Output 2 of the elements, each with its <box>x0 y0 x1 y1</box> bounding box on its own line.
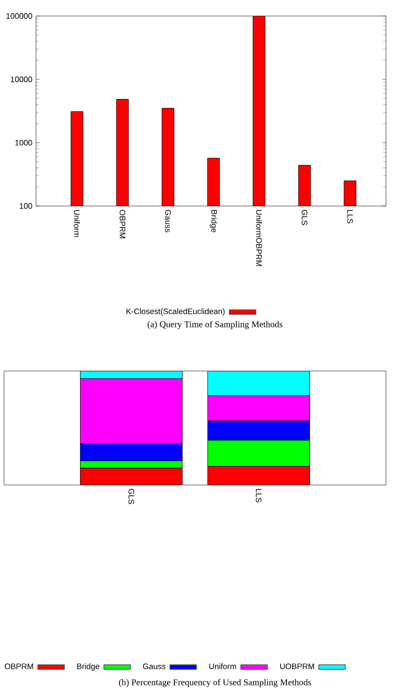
text: (b) Percentage Frequency of Used Sampling Methods <box>119 678 312 688</box>
text: (a) Query Time of Sampling Methods <box>148 320 282 330</box>
